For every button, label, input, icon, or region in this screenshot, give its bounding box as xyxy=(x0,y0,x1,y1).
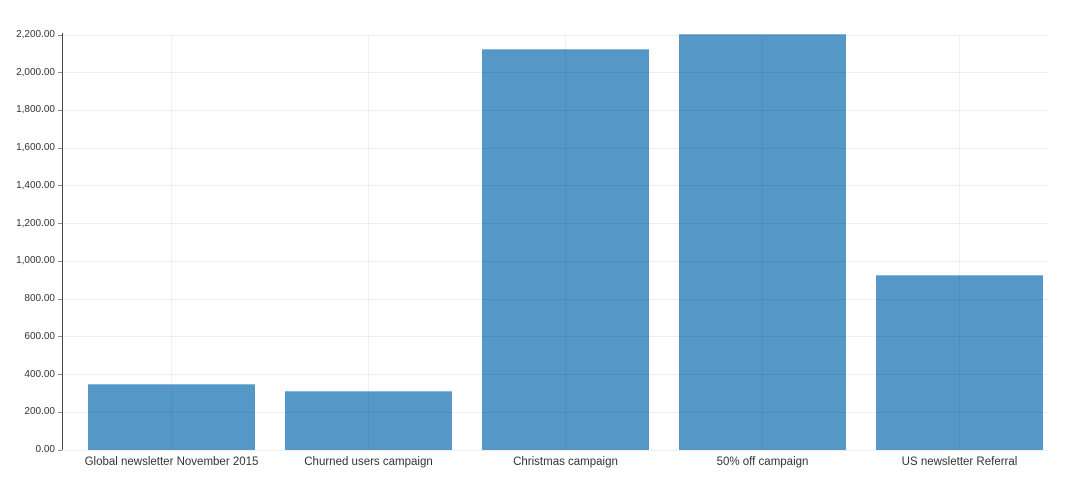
y-tick-label: 0.00 xyxy=(35,444,55,455)
y-axis-tick xyxy=(58,298,62,300)
y-tick-label: 1,600.00 xyxy=(16,142,55,154)
y-axis-tick xyxy=(58,223,62,225)
y-axis-line xyxy=(62,33,63,450)
y-axis-tick xyxy=(58,449,62,451)
y-tick-label: 1,800.00 xyxy=(16,104,55,116)
category-label: US newsletter Referral xyxy=(901,456,1018,468)
h-gridline xyxy=(63,34,1048,36)
y-tick-label: 200.00 xyxy=(24,406,55,418)
y-tick-label: 1,000.00 xyxy=(16,255,55,267)
y-axis-tick xyxy=(58,147,62,149)
y-axis-tick xyxy=(58,336,62,338)
y-axis-tick xyxy=(58,110,62,111)
y-axis-tick xyxy=(58,260,62,262)
y-tick-label: 2,200.00 xyxy=(16,29,55,40)
category-label: Global newsletter November 2015 xyxy=(84,456,259,468)
y-tick-label: 600.00 xyxy=(24,330,55,342)
y-tick-label: 1,400.00 xyxy=(16,179,55,191)
bar-3[interactable] xyxy=(482,49,649,450)
v-gridline xyxy=(368,35,369,450)
y-tick-label: 400.00 xyxy=(24,368,55,380)
category-label: Christmas campaign xyxy=(513,456,618,468)
y-tick-label: 800.00 xyxy=(24,293,55,305)
y-axis-tick xyxy=(58,374,62,375)
y-axis-tick xyxy=(58,411,62,413)
y-tick-label: 1,200.00 xyxy=(16,217,55,229)
bar-2[interactable] xyxy=(285,390,452,450)
category-label: 50% off campaign xyxy=(716,456,809,468)
bar-5[interactable] xyxy=(876,274,1043,450)
bar-1[interactable] xyxy=(88,384,255,450)
y-tick-label: 2,000.00 xyxy=(16,66,55,78)
category-label: Churned users campaign xyxy=(304,456,433,468)
y-axis-tick xyxy=(58,72,62,74)
plot-area xyxy=(62,33,1048,451)
y-axis-tick xyxy=(58,34,62,36)
y-axis-tick xyxy=(58,185,62,187)
bar-4[interactable] xyxy=(679,34,846,450)
